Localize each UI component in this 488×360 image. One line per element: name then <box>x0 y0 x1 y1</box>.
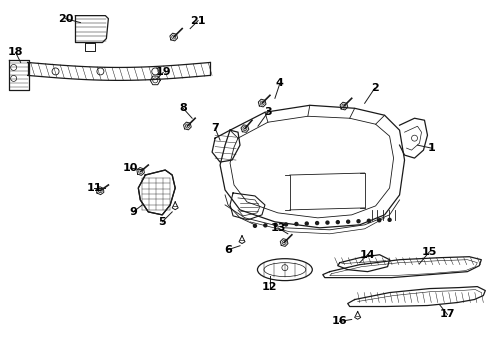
Circle shape <box>315 221 318 225</box>
Text: 16: 16 <box>331 316 347 327</box>
Text: 4: 4 <box>275 78 283 88</box>
Text: 11: 11 <box>86 183 102 193</box>
Text: 12: 12 <box>262 282 277 292</box>
Text: 10: 10 <box>122 163 138 173</box>
Circle shape <box>284 223 287 226</box>
Circle shape <box>387 219 390 221</box>
Text: 6: 6 <box>224 245 231 255</box>
Circle shape <box>325 221 328 224</box>
Text: 21: 21 <box>190 15 205 26</box>
Text: 7: 7 <box>211 123 219 133</box>
Text: 13: 13 <box>270 223 285 233</box>
Text: 15: 15 <box>421 247 436 257</box>
Text: 17: 17 <box>439 310 454 319</box>
Circle shape <box>294 222 297 225</box>
Text: 3: 3 <box>264 107 271 117</box>
Circle shape <box>356 220 359 223</box>
Text: 1: 1 <box>427 143 434 153</box>
Circle shape <box>377 219 380 222</box>
Text: 20: 20 <box>58 14 73 24</box>
Circle shape <box>336 221 339 224</box>
Circle shape <box>346 220 349 223</box>
Circle shape <box>366 219 369 222</box>
Text: 19: 19 <box>155 67 171 77</box>
Text: 8: 8 <box>179 103 187 113</box>
Text: 9: 9 <box>129 207 137 217</box>
Circle shape <box>305 222 307 225</box>
Circle shape <box>274 224 277 226</box>
Text: 18: 18 <box>8 48 23 58</box>
Text: 5: 5 <box>158 217 166 227</box>
Circle shape <box>253 224 256 227</box>
Text: 14: 14 <box>359 250 375 260</box>
Text: 2: 2 <box>370 84 378 93</box>
Circle shape <box>264 224 266 227</box>
